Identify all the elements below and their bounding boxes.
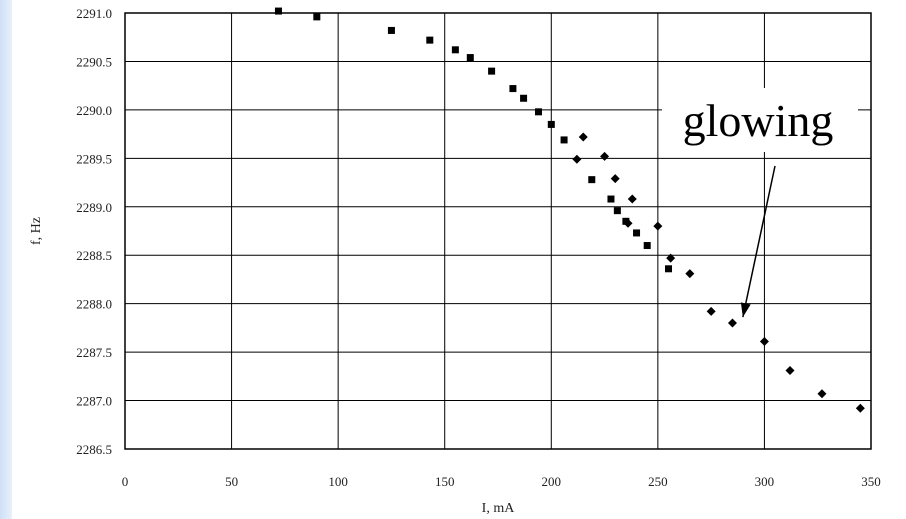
grid [125, 13, 871, 449]
data-point-square [547, 120, 555, 128]
y-tick-label: 2289.5 [76, 151, 112, 166]
data-point-diamond [785, 366, 795, 376]
data-point-square [488, 67, 496, 75]
data-point-square [520, 94, 528, 102]
data-point-diamond [685, 269, 695, 279]
data-point-square [633, 229, 641, 237]
annotation-glowing: glowing [683, 95, 834, 146]
y-tick-label: 2286.5 [76, 442, 112, 457]
data-point-square [613, 207, 621, 215]
x-tick-label: 300 [755, 474, 775, 489]
data-point-diamond [855, 403, 865, 413]
data-point-diamond [623, 218, 633, 228]
data-point-diamond [817, 389, 827, 399]
y-tick-label: 2289.0 [76, 200, 112, 215]
data-point-square [607, 195, 615, 203]
data-point-square [509, 85, 517, 93]
data-point-square [665, 265, 673, 273]
y-tick-label: 2287.5 [76, 345, 112, 360]
data-point-diamond [653, 221, 663, 231]
x-tick-label: 150 [435, 474, 455, 489]
x-tick-label: 250 [648, 474, 668, 489]
data-points [274, 7, 865, 413]
data-point-diamond [572, 154, 582, 164]
y-tick-label: 2288.5 [76, 248, 112, 263]
data-point-square [451, 46, 459, 54]
data-point-diamond [578, 132, 588, 142]
y-axis-ticks: 2286.5 2287.0 2287.5 2288.0 2288.5 2289.0 2289… [76, 6, 112, 457]
left-edge-strip [0, 0, 12, 519]
data-point-diamond [706, 306, 716, 316]
x-axis-label: I, mA [482, 501, 516, 516]
data-point-square [426, 36, 434, 44]
data-point-square [387, 26, 395, 34]
data-point-diamond [727, 318, 737, 328]
data-point-square [534, 108, 542, 116]
data-point-diamond [600, 151, 610, 161]
y-axis-label: f, Hz [29, 217, 44, 245]
data-point-square [643, 242, 651, 250]
x-tick-label: 200 [542, 474, 562, 489]
y-tick-label: 2291.0 [76, 6, 112, 21]
data-point-diamond [759, 336, 769, 346]
x-tick-label: 50 [225, 474, 238, 489]
x-tick-label: 350 [861, 474, 881, 489]
data-point-square [313, 13, 321, 21]
y-tick-label: 2288.0 [76, 297, 112, 312]
plot-border [124, 12, 872, 450]
data-point-diamond [627, 194, 637, 204]
data-point-square [560, 136, 568, 144]
y-tick-label: 2287.0 [76, 394, 112, 409]
x-axis-ticks: 0 50 100 150 200 250 300 350 [122, 474, 881, 489]
y-tick-label: 2290.0 [76, 103, 112, 118]
x-tick-label: 0 [122, 474, 129, 489]
y-tick-label: 2290.5 [76, 54, 112, 69]
annotation-arrow [742, 165, 776, 318]
annotation-background [662, 88, 858, 152]
data-point-diamond [610, 174, 620, 184]
annotation-arrowhead [740, 302, 751, 318]
data-point-square [466, 54, 474, 62]
data-point-diamond [666, 253, 676, 263]
data-point-square [588, 176, 596, 184]
data-point-square [274, 7, 282, 15]
x-tick-label: 100 [328, 474, 348, 489]
